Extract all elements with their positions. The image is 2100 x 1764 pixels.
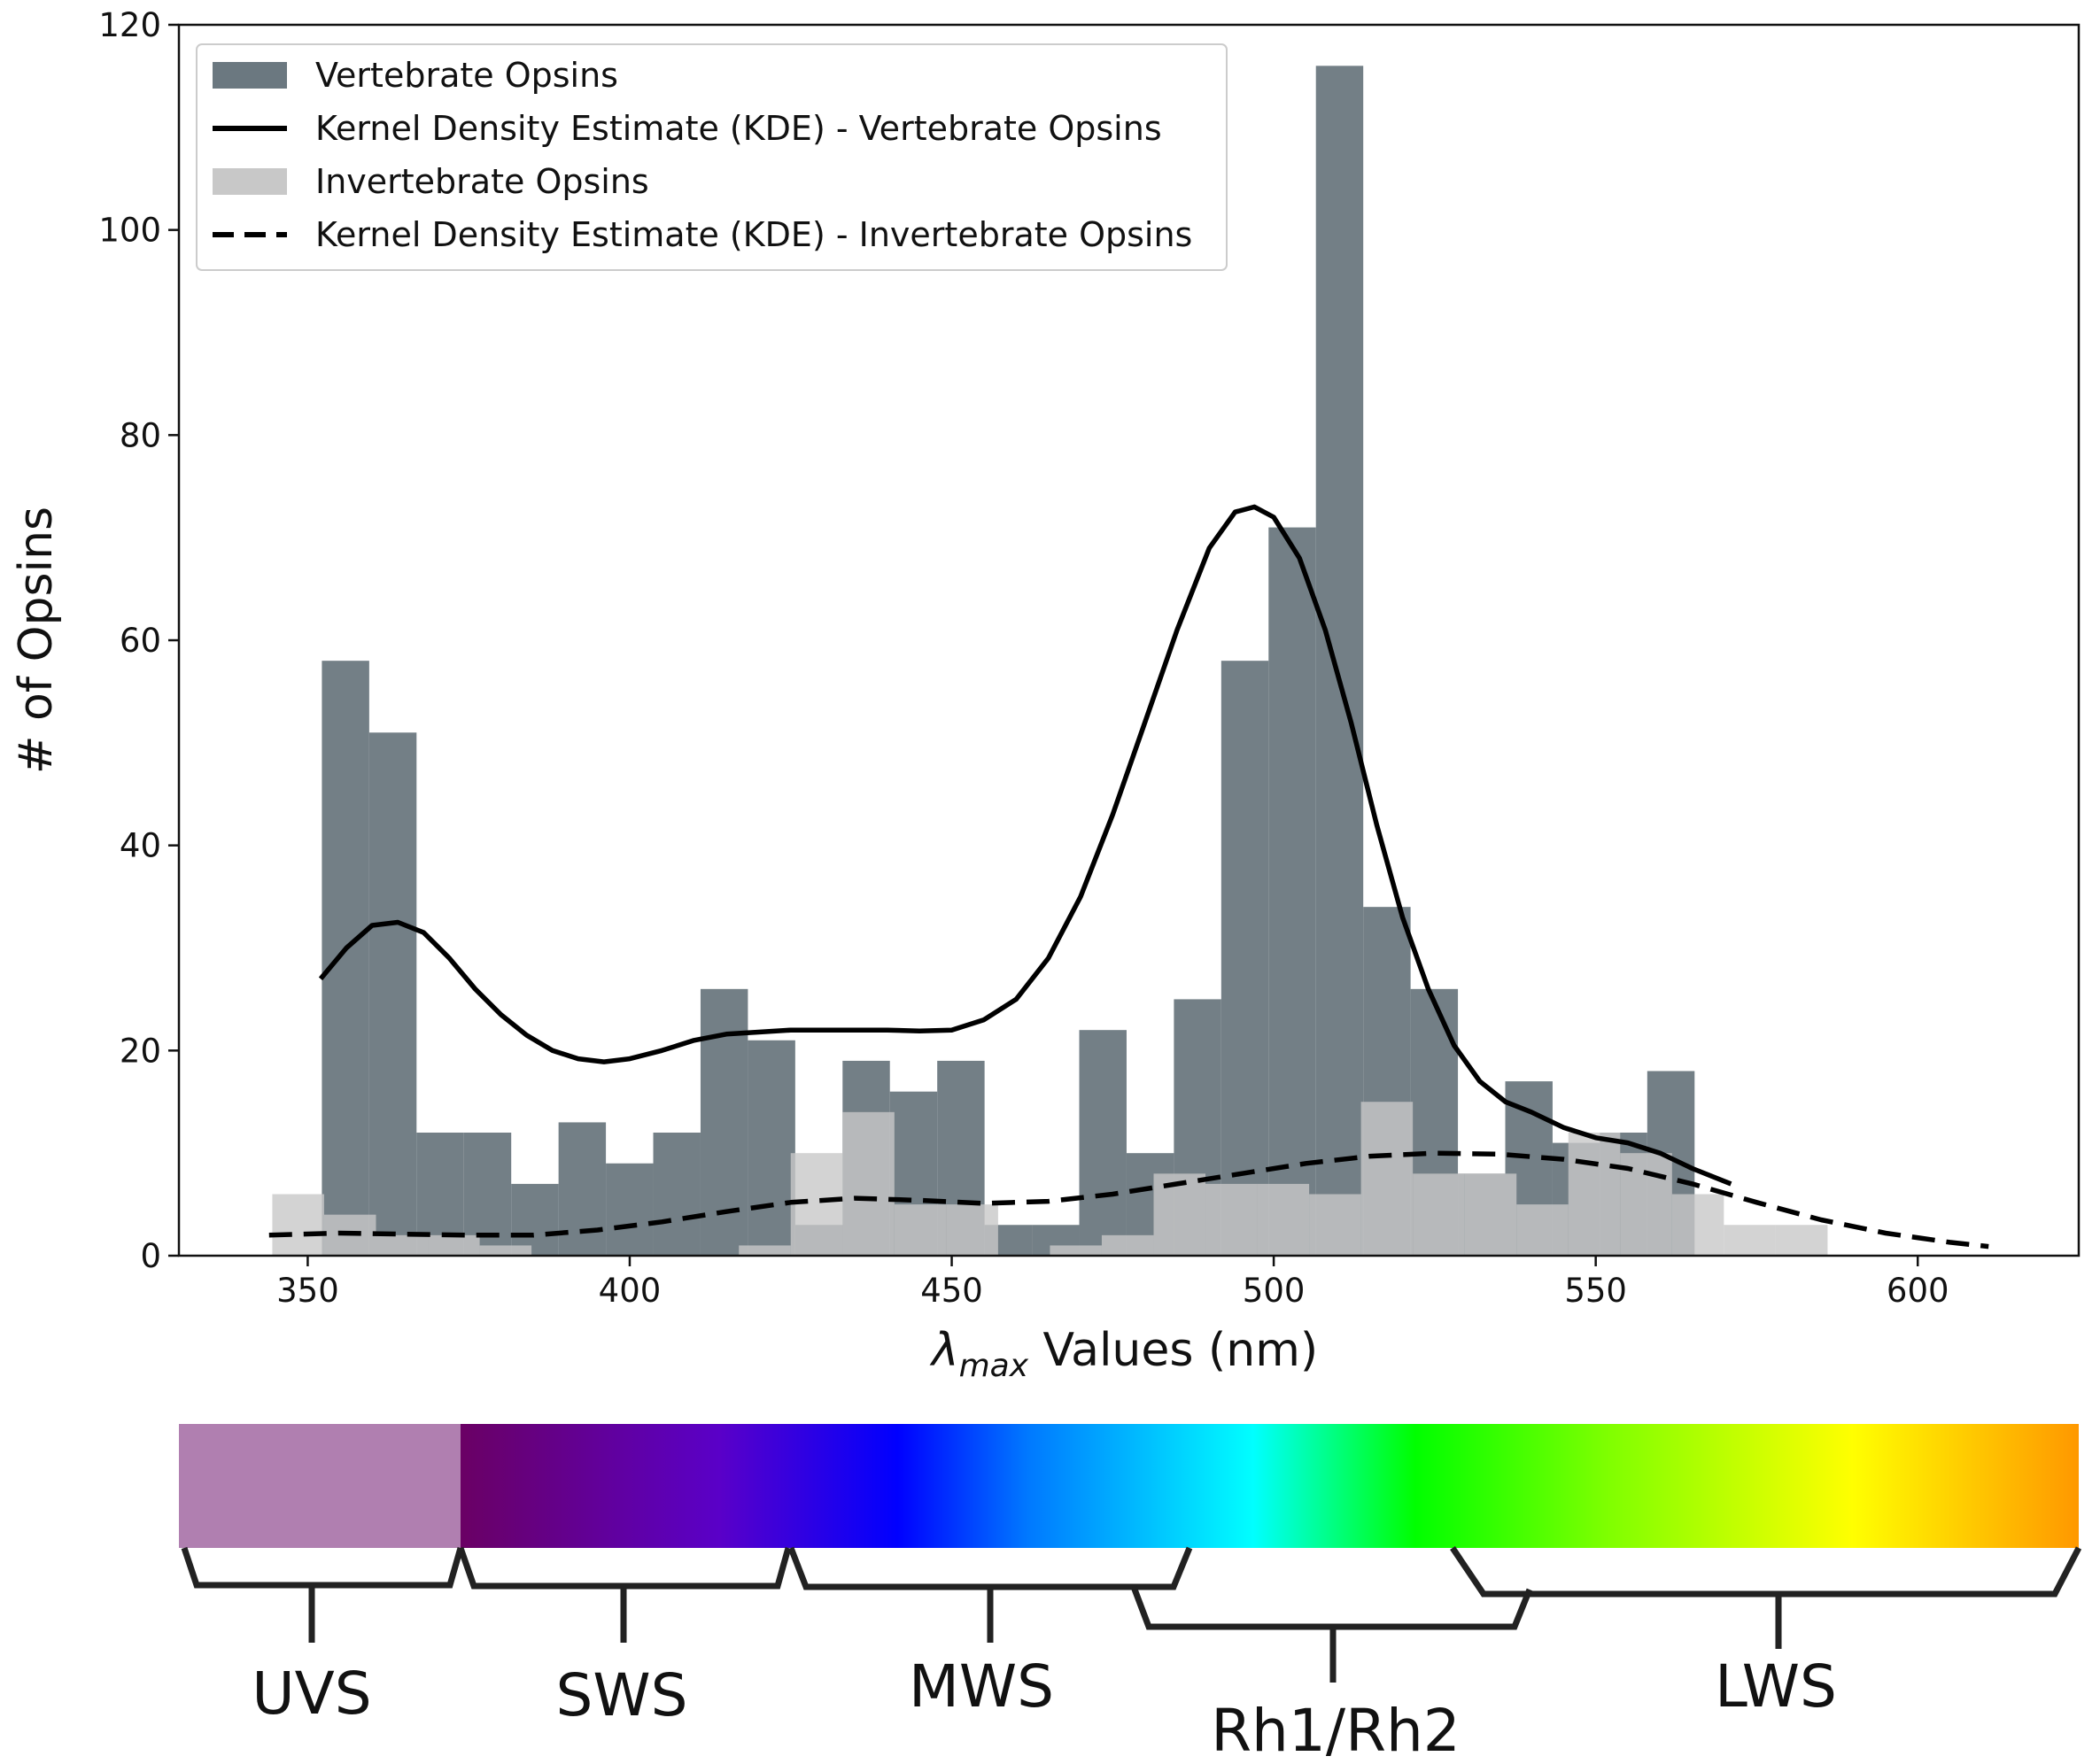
invertebrate-hist-bar — [1257, 1183, 1310, 1256]
group-label-mws: MWS — [909, 1652, 1054, 1721]
x-tick-label: 400 — [599, 1272, 662, 1310]
legend-label-kde-vertebrate: Kernel Density Estimate (KDE) - Vertebra… — [315, 109, 1162, 148]
bracket-uvs — [181, 1546, 464, 1589]
invertebrate-hist-bar — [842, 1111, 895, 1256]
group-label-sws: SWS — [555, 1661, 687, 1729]
y-tick-label: 40 — [120, 827, 161, 865]
kde-layer — [268, 504, 1989, 1250]
x-axis-title-symbol: λ — [929, 1324, 959, 1377]
x-tick-label: 500 — [1243, 1272, 1306, 1310]
vertebrate-hist-bar — [558, 1122, 607, 1256]
legend-swatch-vertebrate — [213, 62, 287, 89]
vertebrate-hist-bar — [322, 661, 369, 1256]
invertebrate-hist-bar — [272, 1194, 324, 1256]
invertebrate-hist-bar — [428, 1234, 480, 1256]
legend-label-vertebrate: Vertebrate Opsins — [315, 56, 618, 95]
invertebrate-hist-bar — [1775, 1225, 1828, 1256]
invertebrate-hist-bar — [1101, 1234, 1154, 1256]
legend: Vertebrate Opsins Kernel Density Estimat… — [196, 43, 1228, 271]
vertebrate-hist-bar — [748, 1040, 795, 1256]
x-axis-title-rest: Values (nm) — [1028, 1324, 1318, 1377]
vertebrate-hist-bar — [511, 1183, 559, 1256]
bracket-sws — [457, 1546, 792, 1590]
vertebrate-hist-bar — [1315, 66, 1364, 1256]
legend-box — [196, 43, 1228, 271]
group-label-uvs: UVS — [252, 1660, 371, 1728]
invertebrate-hist-bar — [1309, 1194, 1361, 1256]
invertebrate-hist-bar — [894, 1204, 947, 1256]
group-label-lws: LWS — [1715, 1652, 1837, 1721]
invertebrate-hist-bar — [376, 1234, 429, 1256]
spectrum-bar — [179, 1424, 2079, 1548]
kde-invertebrate-line — [268, 1150, 1989, 1250]
vertebrate-hist-bar — [653, 1133, 701, 1256]
vertebrate-hist-bar — [368, 732, 417, 1256]
invertebrate-hist-bar — [1153, 1173, 1206, 1256]
kde-vertebrate-line — [318, 504, 1732, 1187]
y-tick-label: 120 — [98, 6, 161, 44]
bracket-rh1-rh2 — [1130, 1585, 1533, 1630]
legend-label-invertebrate: Invertebrate Opsins — [315, 162, 649, 201]
y-tick-label: 80 — [120, 416, 161, 454]
invertebrate-hist-bar — [1568, 1133, 1621, 1256]
spectrum-uv-block — [179, 1424, 461, 1548]
spectrum-brackets — [181, 1546, 2082, 1683]
invertebrate-hist-bar — [479, 1245, 532, 1256]
invertebrate-hist-bar — [739, 1245, 791, 1256]
vertebrate-hist-bar — [1268, 527, 1316, 1256]
bracket-lws — [1450, 1546, 2082, 1598]
invertebrate-hist-bar — [1205, 1183, 1258, 1256]
group-label-rh1-rh2: Rh1/Rh2 — [1211, 1697, 1461, 1764]
invertebrate-hist-bar — [1413, 1173, 1465, 1256]
invertebrate-hist-bar — [1360, 1102, 1414, 1256]
invertebrate-hist-bar — [1516, 1204, 1569, 1256]
y-tick-label: 20 — [120, 1032, 161, 1070]
invertebrate-hist-bar — [1724, 1225, 1776, 1256]
invertebrate-hist-bar — [946, 1204, 998, 1256]
legend-swatch-invertebrate — [213, 168, 287, 195]
ticks-layer: 350 400 450 500 550 600 0 20 40 60 80 100 120 — [98, 6, 1949, 1310]
x-tick-label: 350 — [276, 1272, 339, 1310]
y-tick-label: 0 — [140, 1237, 161, 1275]
histogram-layer — [272, 66, 1828, 1256]
bracket-mws — [787, 1546, 1193, 1590]
spectrum-gradient-block — [461, 1424, 2079, 1548]
x-tick-label: 550 — [1564, 1272, 1627, 1310]
invertebrate-hist-bar — [790, 1153, 843, 1256]
x-tick-label: 600 — [1887, 1272, 1949, 1310]
y-axis-title: # of Opsins — [10, 507, 63, 774]
x-axis-title-subscript: max — [959, 1348, 1029, 1384]
x-tick-label: 450 — [920, 1272, 983, 1310]
vertebrate-hist-bar — [700, 988, 748, 1256]
legend-label-kde-invertebrate: Kernel Density Estimate (KDE) - Inverteb… — [315, 215, 1192, 254]
y-tick-label: 60 — [120, 622, 161, 660]
x-axis-title: λmax Values (nm) — [929, 1324, 1318, 1384]
invertebrate-hist-bar — [1050, 1245, 1102, 1256]
y-tick-label: 100 — [98, 212, 161, 250]
invertebrate-hist-bar — [1464, 1173, 1517, 1256]
vertebrate-hist-bar — [1220, 661, 1269, 1256]
group-labels: UVS SWS MWS Rh1/Rh2 LWS — [252, 1652, 1837, 1764]
invertebrate-hist-bar — [1671, 1194, 1724, 1256]
vertebrate-hist-bar — [606, 1163, 654, 1256]
vertebrate-hist-bar — [1079, 1030, 1127, 1256]
